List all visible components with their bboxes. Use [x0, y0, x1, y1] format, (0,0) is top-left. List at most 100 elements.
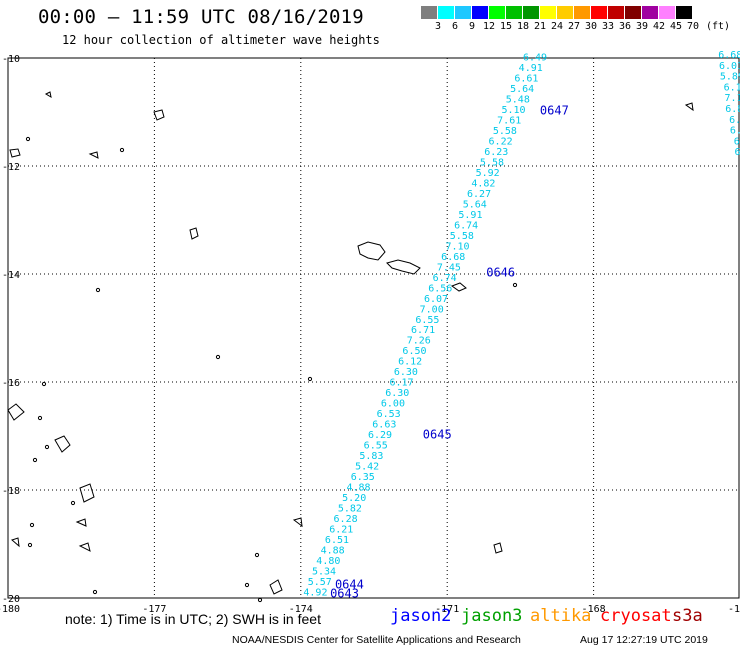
track-value-label: 6.27 — [467, 189, 491, 200]
colorbar-swatch — [489, 6, 506, 19]
island-outline — [44, 91, 52, 99]
colorbar-swatch — [540, 6, 557, 19]
pass-time-label: 0647 — [540, 103, 569, 117]
track-value-label: 7.45 — [437, 262, 461, 273]
track-value-label: 6.28 — [334, 514, 358, 525]
colorbar-swatch — [642, 6, 659, 19]
track-value-label: 4.82 — [471, 178, 495, 189]
track-value-label: 6.30 — [394, 367, 418, 378]
track-value-label: 6.56 — [428, 283, 452, 294]
pass-time-label: 0644 — [335, 578, 364, 592]
track-value-label-east: 6.68 — [718, 50, 740, 61]
colorbar-label: 36 — [618, 21, 632, 32]
lon-label: -174 — [289, 604, 313, 615]
track-value-label: 5.57 — [308, 577, 332, 588]
island-outline — [493, 542, 503, 554]
track-value-label: 6.63 — [372, 420, 396, 431]
track-value-label: 7.26 — [407, 336, 431, 347]
track-value-label: 6.68 — [441, 252, 465, 263]
colorbar-label: 27 — [567, 21, 581, 32]
track-value-label: 5.58 — [493, 126, 517, 137]
islet-outline — [95, 287, 101, 293]
track-value-label: 5.48 — [506, 95, 530, 106]
track-value-label: 6.12 — [398, 357, 422, 368]
track-value-label: 5.82 — [338, 503, 362, 514]
island-outline — [79, 483, 95, 503]
satellite-legend-s3a: s3a — [672, 606, 703, 626]
colorbar-swatch — [506, 6, 523, 19]
islet-outline — [32, 457, 38, 463]
track-value-label: 6.74 — [454, 220, 478, 231]
track-value-label: 6.35 — [351, 472, 375, 483]
lat-label: -10 — [2, 54, 20, 65]
track-value-label: 6.51 — [325, 535, 349, 546]
track-value-label: 6.07 — [424, 294, 448, 305]
colorbar-label: 42 — [652, 21, 666, 32]
colorbar-label: 39 — [635, 21, 649, 32]
track-value-label: 5.58 — [480, 158, 504, 169]
track-value-label: 6.00 — [381, 399, 405, 410]
colorbar-swatch — [574, 6, 591, 19]
island-outline — [78, 542, 91, 552]
islet-outline — [41, 381, 47, 387]
colorbar-swatch — [659, 6, 676, 19]
colorbar-label: 3 — [434, 21, 442, 32]
track-value-label: 6.23 — [484, 147, 508, 158]
colorbar-label: 30 — [584, 21, 598, 32]
colorbar-swatch — [676, 6, 693, 19]
footer-note: note: 1) Time is in UTC; 2) SWH is in fe… — [65, 611, 321, 627]
track-value-label: 6.17 — [390, 378, 414, 389]
island-outline — [9, 148, 21, 158]
colorbar-swatch — [472, 6, 489, 19]
islet-outline — [244, 582, 250, 588]
lat-label: -20 — [2, 594, 20, 605]
island-outline — [153, 109, 165, 121]
colorbar-swatch — [523, 6, 540, 19]
credit-text: NOAA/NESDIS Center for Satellite Applica… — [232, 634, 521, 646]
track-value-label: 6.61 — [514, 74, 538, 85]
island-outline — [88, 151, 99, 159]
island-outline — [386, 259, 421, 275]
colorbar-label: 6 — [451, 21, 459, 32]
satellite-legend-altika: altika — [530, 606, 592, 626]
track-value-label: 5.92 — [476, 168, 500, 179]
track-value-label: 6.29 — [368, 430, 392, 441]
islet-outline — [257, 597, 263, 603]
islet-outline — [37, 415, 43, 421]
lon-label: -171 — [435, 604, 459, 615]
track-value-label-east: 6.1 — [724, 82, 740, 93]
track-value-label: 6.71 — [411, 325, 435, 336]
track-value-label: 6.30 — [385, 388, 409, 399]
island-outline — [54, 435, 71, 453]
colorbar-label: 33 — [601, 21, 615, 32]
islet-outline — [215, 354, 221, 360]
pass-time-label: 0645 — [423, 427, 452, 441]
island-outline — [11, 537, 20, 548]
track-value-label: 5.83 — [359, 451, 383, 462]
track-value-label-east: 6 — [735, 147, 740, 158]
track-value-label: 6.53 — [377, 409, 401, 420]
track-value-label: 5.58 — [450, 231, 474, 242]
island-outline — [7, 403, 25, 421]
colorbar-swatch — [608, 6, 625, 19]
track-value-label: 6.74 — [433, 273, 457, 284]
track-value-label: 6.22 — [489, 137, 513, 148]
colorbar-swatch — [455, 6, 472, 19]
colorbar-scale-labels: 3 6 9 12 15 18 21 24 27 30 33 36 39 42 45 70 (ft) — [421, 21, 740, 33]
satellite-legend-cryosat: cryosat — [600, 606, 672, 626]
island-outline — [269, 579, 283, 595]
islet-outline — [27, 542, 33, 548]
track-value-label: 4.80 — [316, 556, 340, 567]
lat-label: -12 — [2, 162, 20, 173]
satellite-legend-jason2: jason2 — [390, 606, 452, 626]
track-value-label: 5.64 — [463, 199, 487, 210]
track-value-label-east: 6 — [734, 136, 740, 147]
lon-label: -177 — [142, 604, 166, 615]
map-subtitle: 12 hour collection of altimeter wave hei… — [62, 33, 380, 47]
colorbar-swatch — [625, 6, 642, 19]
colorbar-label: 18 — [516, 21, 530, 32]
colorbar-label: 15 — [499, 21, 513, 32]
lon-label: -168 — [582, 604, 606, 615]
track-value-label-east: 6.8 — [725, 104, 740, 115]
track-value-label-east: 6. — [729, 115, 740, 126]
